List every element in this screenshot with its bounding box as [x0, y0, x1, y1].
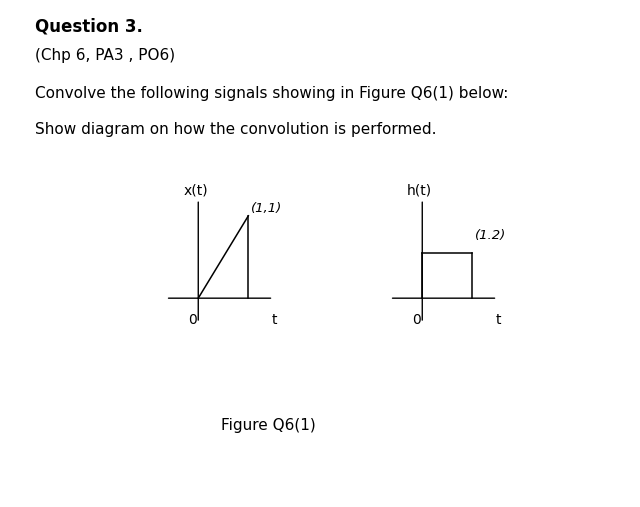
Text: Figure Q6(1): Figure Q6(1)	[221, 418, 316, 433]
Text: Question 3.: Question 3.	[35, 18, 143, 36]
Text: t: t	[495, 313, 501, 327]
Text: 0: 0	[412, 313, 420, 327]
Text: Convolve the following signals showing in Figure Q6(1) below:: Convolve the following signals showing i…	[35, 86, 509, 101]
Text: Show diagram on how the convolution is performed.: Show diagram on how the convolution is p…	[35, 122, 436, 137]
Text: (Chp 6, PA3 , PO6): (Chp 6, PA3 , PO6)	[35, 48, 175, 63]
Text: (1.2): (1.2)	[475, 229, 506, 242]
Text: 0: 0	[188, 313, 196, 327]
Text: x(t): x(t)	[184, 184, 208, 198]
Text: (1,1): (1,1)	[251, 202, 282, 214]
Text: t: t	[271, 313, 277, 327]
Text: h(t): h(t)	[407, 184, 432, 198]
